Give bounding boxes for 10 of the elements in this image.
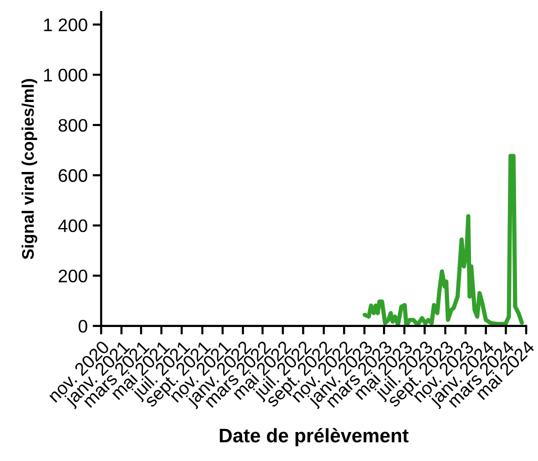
y-tick-label: 800	[58, 118, 88, 132]
y-tick-label: 400	[58, 219, 88, 232]
line-series	[362, 154, 524, 326]
y-tick-label: 600	[58, 169, 88, 182]
y-tick-label: 200	[58, 270, 88, 282]
y-tick-label: 1 200	[44, 18, 88, 32]
y-tick-label: 1 000	[44, 68, 88, 82]
y-tick-label: 0	[78, 320, 88, 333]
x-axis-title: Date de prélèvement	[220, 428, 409, 446]
y-axis-title: Signal viral (copies/ml)	[22, 79, 38, 260]
